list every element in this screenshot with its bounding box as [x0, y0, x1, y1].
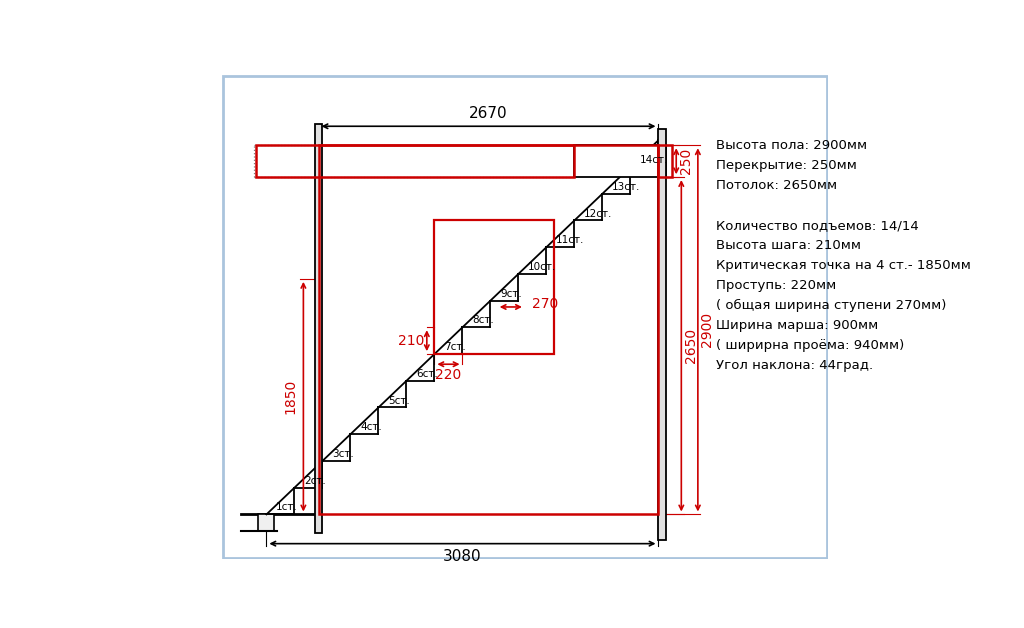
- Text: 2670: 2670: [469, 106, 508, 121]
- Text: 6ст.: 6ст.: [416, 369, 438, 379]
- Bar: [658, 129, 666, 540]
- Bar: [434, 220, 554, 354]
- Text: 3ст.: 3ст.: [332, 449, 354, 459]
- Text: 220: 220: [435, 368, 462, 382]
- Text: 13ст.: 13ст.: [612, 181, 641, 192]
- Text: 270: 270: [532, 298, 559, 311]
- Text: 2ст.: 2ст.: [304, 476, 326, 485]
- Bar: [315, 124, 322, 533]
- FancyBboxPatch shape: [222, 76, 827, 558]
- Text: 12ст.: 12ст.: [585, 208, 612, 219]
- Text: 3080: 3080: [443, 549, 481, 564]
- Text: 2650: 2650: [684, 328, 698, 364]
- Text: 5ст.: 5ст.: [388, 396, 410, 406]
- Text: 1ст.: 1ст.: [276, 502, 298, 512]
- Bar: [256, 145, 574, 177]
- Text: 9ст.: 9ст.: [501, 289, 522, 299]
- Text: 1850: 1850: [283, 379, 297, 414]
- Text: 14ст.: 14ст.: [640, 155, 669, 165]
- Bar: [318, 145, 658, 514]
- Text: 4ст.: 4ст.: [360, 422, 382, 432]
- Bar: [574, 145, 666, 177]
- Text: 11ст.: 11ст.: [556, 236, 585, 246]
- Text: 210: 210: [398, 333, 424, 348]
- Text: 2900: 2900: [700, 312, 715, 347]
- Text: Высота пола: 2900мм
Перекрытие: 250мм
Потолок: 2650мм

Количество подъемов: 14/1: Высота пола: 2900мм Перекрытие: 250мм По…: [716, 139, 971, 372]
- Bar: [258, 514, 274, 531]
- Bar: [658, 145, 673, 177]
- Text: 10ст.: 10ст.: [528, 262, 556, 272]
- Text: 250: 250: [679, 148, 693, 175]
- Text: 8ст.: 8ст.: [472, 315, 494, 325]
- Text: 7ст.: 7ст.: [444, 342, 466, 352]
